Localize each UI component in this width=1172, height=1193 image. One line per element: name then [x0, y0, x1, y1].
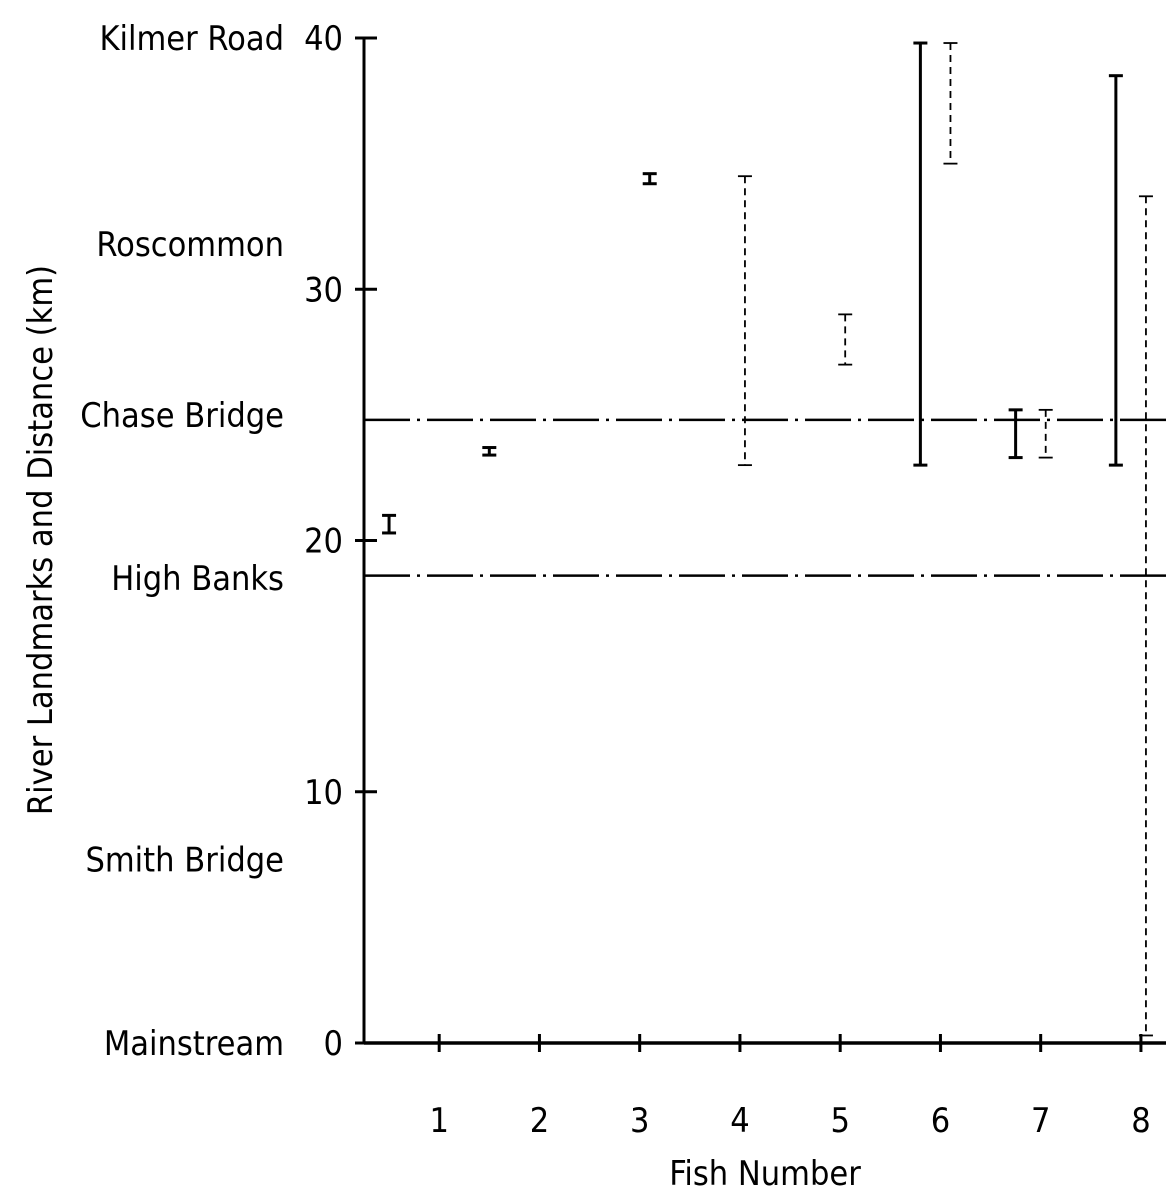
landmark-label: High Banks	[111, 559, 284, 599]
x-tick-label: 2	[530, 1101, 549, 1141]
x-tick-label: 1	[429, 1101, 448, 1141]
plot-area: 0 10 20 30 40 1 2 3 4 5 6 7 8 Kilmer Road Roscommon C…	[80, 19, 1172, 1141]
y-tick-label: 0	[324, 1024, 343, 1064]
landmark-label: Smith Bridge	[85, 841, 284, 881]
range-bar-1	[382, 513, 397, 535]
range-bar-5	[838, 313, 853, 366]
x-tick-label: 4	[730, 1101, 749, 1141]
x-tick-label: 6	[931, 1101, 950, 1141]
range-bar-8	[1008, 408, 1023, 460]
x-tick-label: 8	[1131, 1101, 1150, 1141]
x-axis-title: Fish Number	[669, 1154, 861, 1193]
y-axis-ticks: 0 10 20 30 40	[304, 19, 377, 1064]
landmark-label: Roscommon	[96, 225, 284, 265]
range-bar-10	[1108, 74, 1123, 467]
x-tick-label: 5	[830, 1101, 849, 1141]
x-tick-label: 7	[1031, 1101, 1050, 1141]
fish-ranges	[382, 41, 1153, 1037]
landmark-label: Mainstream	[104, 1024, 284, 1064]
landmark-label: Chase Bridge	[80, 396, 284, 436]
range-bar-11	[1138, 195, 1153, 1037]
range-bar-6	[913, 41, 928, 467]
y-tick-label: 30	[304, 270, 343, 310]
landmark-labels: Kilmer Road Roscommon Chase Bridge High Ban…	[80, 19, 284, 1064]
y-axis-title: River Landmarks and Distance (km)	[21, 265, 61, 815]
range-bar-4	[737, 175, 752, 467]
range-bar-9	[1038, 408, 1053, 459]
y-tick-label: 10	[304, 773, 343, 813]
x-tick-label: 3	[630, 1101, 649, 1141]
range-bar-3	[642, 172, 657, 186]
y-tick-label: 20	[304, 522, 343, 562]
x-axis-ticks: 1 2 3 4 5 6 7 8	[429, 1034, 1151, 1141]
range-bar-7	[943, 42, 958, 165]
range-bar-2	[482, 446, 497, 457]
reference-lines	[364, 418, 1172, 577]
landmark-label: Kilmer Road	[99, 19, 284, 59]
y-tick-label: 40	[304, 19, 343, 59]
